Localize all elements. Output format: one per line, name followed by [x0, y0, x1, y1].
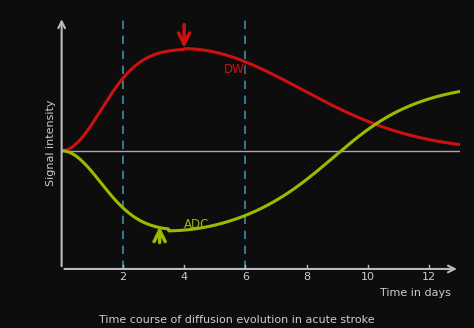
- Text: Time course of diffusion evolution in acute stroke: Time course of diffusion evolution in ac…: [99, 315, 375, 325]
- Text: ADC: ADC: [184, 218, 210, 231]
- Text: Time in days: Time in days: [380, 288, 451, 298]
- Text: DWI: DWI: [224, 63, 248, 76]
- Y-axis label: Signal intensity: Signal intensity: [46, 99, 56, 186]
